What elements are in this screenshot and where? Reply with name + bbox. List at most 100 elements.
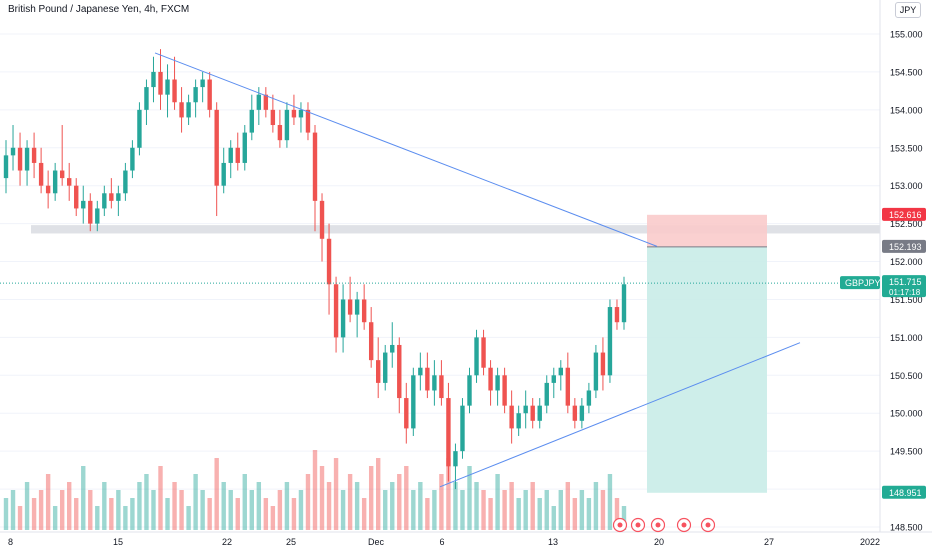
- candle-body: [593, 352, 599, 391]
- candle-body: [59, 170, 65, 179]
- candle-body: [397, 344, 402, 399]
- volume-bar: [488, 498, 493, 530]
- volume-bar: [621, 506, 627, 530]
- event-marker-icon[interactable]: [630, 517, 646, 533]
- volume-bar: [425, 498, 430, 530]
- candle-body: [116, 193, 121, 201]
- candle-body: [326, 238, 332, 285]
- candle-body: [572, 405, 578, 421]
- stop-loss-zone[interactable]: [647, 214, 767, 247]
- x-tick-label: 20: [654, 537, 664, 547]
- volume-bar: [347, 474, 353, 530]
- volume-bar: [102, 482, 107, 530]
- take-profit-zone[interactable]: [647, 246, 767, 493]
- currency-button[interactable]: JPY: [895, 2, 921, 18]
- volume-bar: [249, 490, 254, 530]
- event-marker-dot: [617, 522, 623, 528]
- y-tick-label: 149.500: [890, 447, 923, 457]
- volume-bar: [446, 458, 451, 530]
- candle-body: [179, 102, 184, 118]
- volume-bar: [551, 506, 556, 530]
- candle-body: [3, 155, 9, 179]
- candle-body: [17, 147, 23, 171]
- ascending-trendline[interactable]: [439, 342, 801, 488]
- candle-body: [565, 367, 571, 406]
- event-marker-icon[interactable]: [612, 517, 628, 533]
- current-price-tag: 151.715: [889, 277, 922, 287]
- descending-trendline[interactable]: [154, 52, 658, 247]
- volume-bar: [298, 490, 304, 530]
- volume-bar: [172, 482, 177, 530]
- volume-bar: [88, 490, 93, 530]
- candle-body: [319, 200, 325, 239]
- resistance-band: [31, 225, 880, 234]
- candle-body: [467, 375, 472, 406]
- candle-body: [425, 367, 430, 391]
- volume-bar: [530, 482, 535, 530]
- candle-body: [495, 375, 500, 391]
- volume-bar: [109, 498, 114, 530]
- target-price-tag: 148.951: [889, 488, 922, 498]
- x-tick-label: 8: [8, 537, 13, 547]
- candle-body: [558, 367, 563, 376]
- volume-bar: [579, 490, 585, 530]
- volume-bar: [368, 466, 374, 530]
- candle-body: [284, 109, 290, 141]
- volume-bar: [200, 490, 205, 530]
- y-tick-label: 150.000: [890, 409, 923, 419]
- candle-body: [109, 193, 114, 201]
- volume-bar: [158, 466, 163, 530]
- y-tick-label: 154.000: [890, 105, 923, 115]
- countdown-label: 01:17:18: [889, 288, 921, 297]
- event-marker-icon[interactable]: [700, 517, 716, 533]
- volume-bar: [439, 474, 444, 530]
- volume-bar: [516, 498, 521, 530]
- volume-bar: [319, 466, 325, 530]
- volume-bar: [3, 498, 9, 530]
- volume-bar: [432, 490, 437, 530]
- volume-bar: [502, 490, 507, 530]
- candle-body: [614, 307, 620, 323]
- volume-bar: [130, 498, 135, 530]
- volume-bar: [326, 482, 332, 530]
- x-tick-label: Dec: [368, 537, 385, 547]
- volume-bar: [537, 498, 542, 530]
- event-marker-icon[interactable]: [676, 517, 692, 533]
- volume-bar: [95, 506, 100, 530]
- candle-body: [340, 299, 346, 338]
- candle-body: [376, 360, 381, 383]
- y-tick-label: 153.500: [890, 143, 923, 153]
- candle-body: [404, 398, 409, 429]
- volume-bar: [509, 482, 514, 530]
- time-axis[interactable]: 8 15 22 25 Dec 6 13 20 27 2022: [0, 531, 932, 547]
- candle-body: [418, 367, 423, 376]
- candle-body: [354, 299, 360, 315]
- candle-body: [347, 299, 353, 315]
- volume-bar: [277, 490, 283, 530]
- volume-bar: [38, 490, 44, 530]
- volume-bar: [523, 490, 528, 530]
- volume-bar: [228, 490, 233, 530]
- candle-body: [38, 162, 44, 186]
- volume-bar: [10, 490, 16, 530]
- candle-body: [172, 79, 177, 103]
- volume-bar: [558, 490, 563, 530]
- candle-body: [277, 125, 283, 141]
- candle-body: [390, 344, 395, 353]
- volume-bar: [544, 490, 549, 530]
- volume-bar: [312, 450, 318, 530]
- stop-price-tag-bg: [882, 207, 926, 221]
- event-marker-dot: [655, 522, 661, 528]
- event-marker-icon[interactable]: [650, 517, 666, 533]
- stop-price-tag: 152.616: [889, 210, 922, 220]
- candle-body: [102, 193, 107, 209]
- entry-price-tag-bg: [882, 239, 926, 253]
- candle-body: [579, 405, 585, 421]
- price-axis[interactable]: 155.000 154.500 154.000 153.500 153.000 152.5…: [879, 0, 923, 533]
- volume-bar: [600, 490, 606, 530]
- candle-body: [607, 307, 613, 376]
- candle-body: [530, 405, 535, 421]
- current-price-tag-bg: [882, 275, 926, 298]
